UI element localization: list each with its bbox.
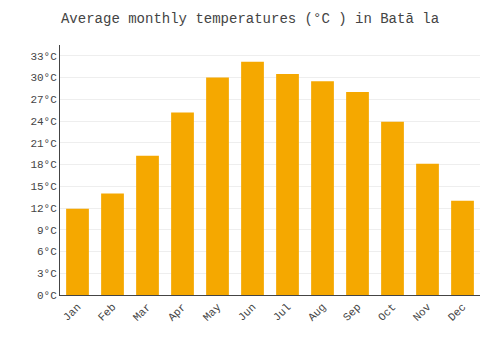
- svg-text:18°C: 18°C: [30, 159, 57, 171]
- svg-text:27°C: 27°C: [30, 94, 57, 106]
- svg-text:Oct: Oct: [376, 301, 398, 323]
- svg-text:3°C: 3°C: [37, 268, 57, 280]
- svg-text:May: May: [201, 301, 224, 324]
- svg-text:Nov: Nov: [411, 301, 434, 324]
- svg-text:Jan: Jan: [61, 301, 83, 323]
- svg-text:Mar: Mar: [131, 301, 153, 323]
- svg-text:0°C: 0°C: [37, 290, 57, 302]
- svg-text:9°C: 9°C: [37, 225, 57, 237]
- svg-text:33°C: 33°C: [30, 51, 57, 63]
- svg-text:15°C: 15°C: [30, 181, 57, 193]
- svg-text:12°C: 12°C: [30, 203, 57, 215]
- svg-text:21°C: 21°C: [30, 138, 57, 150]
- svg-text:Apr: Apr: [166, 301, 188, 323]
- svg-text:Jun: Jun: [236, 301, 258, 323]
- svg-text:Sep: Sep: [341, 301, 363, 323]
- svg-text:30°C: 30°C: [30, 72, 57, 84]
- svg-text:Dec: Dec: [446, 301, 468, 323]
- svg-text:6°C: 6°C: [37, 246, 57, 258]
- svg-text:Aug: Aug: [306, 301, 328, 323]
- svg-text:Jul: Jul: [271, 301, 293, 323]
- svg-text:Feb: Feb: [96, 301, 118, 323]
- svg-text:24°C: 24°C: [30, 116, 57, 128]
- svg-text:Average monthly temperatures (: Average monthly temperatures (°C ) in Ba…: [61, 11, 439, 27]
